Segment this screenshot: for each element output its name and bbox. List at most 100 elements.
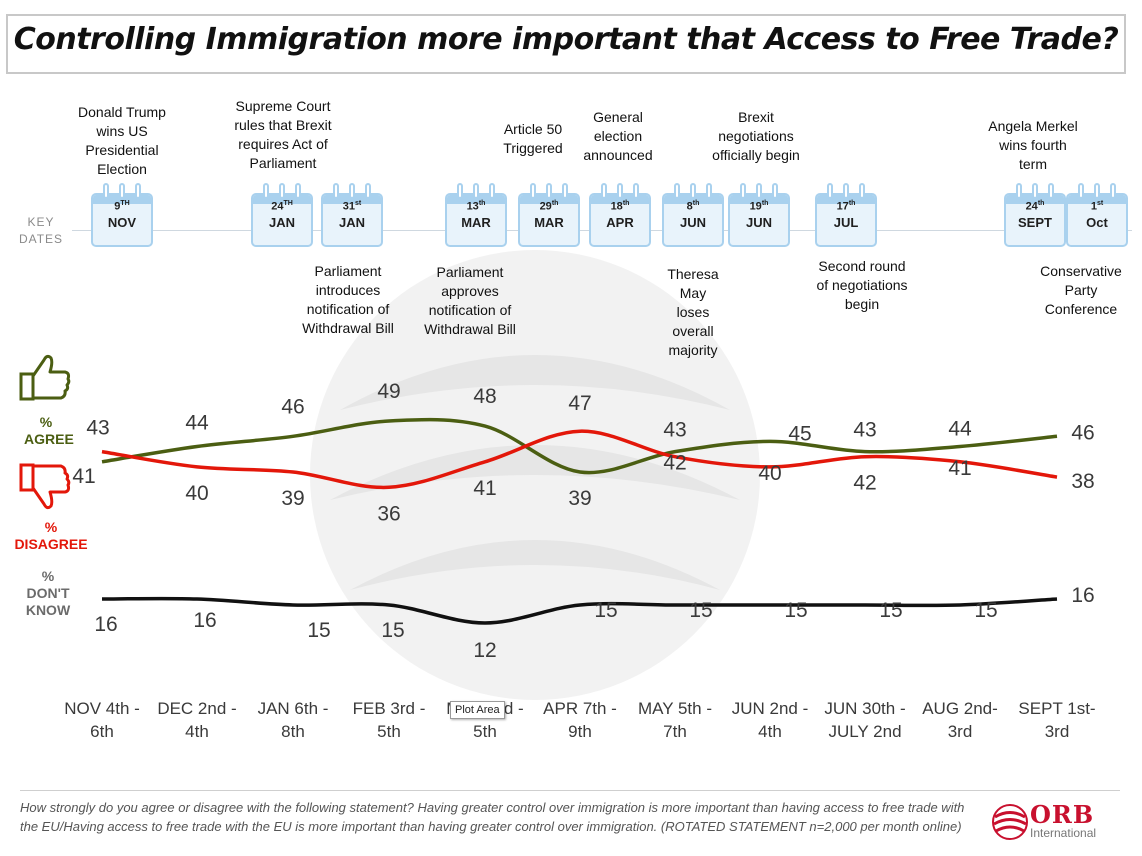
data-label: 39 (568, 487, 591, 510)
data-label: 46 (1071, 421, 1094, 444)
orb-logo-subtext: International (1030, 826, 1097, 840)
data-label: 43 (853, 419, 876, 442)
key-dates-label-2: DATES (18, 232, 64, 246)
calendar-day: 24th (1025, 200, 1045, 213)
data-label: 12 (473, 639, 496, 662)
x-tick-label: AUG 2nd- 3rd (922, 699, 998, 741)
series-line-agree[interactable] (101, 417, 1058, 475)
data-label: 45 (788, 422, 811, 445)
data-label: 38 (1071, 470, 1094, 493)
legend-disagree-pct: % (44, 519, 58, 535)
legend-agree-label: AGREE (24, 431, 74, 447)
calendar-icon: 8th JUN (662, 183, 724, 247)
event-caption: Theresa May loses overall majority (667, 266, 719, 358)
data-label: 41 (948, 457, 971, 480)
calendar-icon: 24TH JAN (251, 183, 313, 247)
data-label: 40 (185, 482, 208, 505)
calendar-day: 8th (686, 200, 700, 213)
key-dates-label: KEY DATES (16, 214, 66, 248)
calendar-body (815, 193, 877, 247)
x-tick-label: NOV 4th -6th (64, 699, 140, 741)
data-label: 15 (381, 619, 404, 642)
calendar-month: JUN (745, 215, 772, 230)
calendar-month: MAR (534, 215, 564, 230)
calendar-icon: 31st JAN (321, 183, 383, 247)
calendar-day: 13th (466, 200, 486, 213)
event-caption: Article 50 Triggered (503, 121, 563, 156)
orb-logo-text: ORB (1030, 800, 1095, 829)
legend-dont-know-pct: % (41, 568, 55, 584)
data-label: 44 (948, 418, 972, 441)
data-label: 40 (758, 462, 781, 485)
calendar-icon: 13th MAR (445, 183, 507, 247)
event-caption: Donald Trump wins US Presidential Election (78, 104, 166, 177)
calendar-month: Oct (1086, 215, 1108, 230)
calendar-body (251, 193, 313, 247)
data-label: 48 (473, 385, 496, 408)
calendar-day: 17th (836, 200, 856, 213)
event-caption: Supreme Court rules that Brexit requires A… (234, 98, 332, 171)
title-box: Controlling Immigration more important t… (6, 14, 1126, 74)
x-tick-label: APR 7th -9th (543, 699, 617, 741)
chart-title: Controlling Immigration more important t… (13, 22, 1119, 57)
x-tick-label: DEC 2nd -4th (157, 699, 237, 741)
data-label: 15 (974, 599, 997, 622)
data-label: 16 (193, 609, 216, 632)
event-caption: Second round of negotiations begin (816, 258, 908, 312)
calendar-body (1004, 193, 1066, 247)
calendar-month: JAN (338, 215, 365, 230)
orb-globe-icon (992, 804, 1028, 840)
legend-dont-know-label-1: DON'T (26, 585, 70, 601)
x-tick-label: JUN 2nd -4th (731, 699, 809, 741)
footer-divider (20, 790, 1120, 791)
plot-area-tooltip: Plot Area (450, 701, 505, 719)
x-tick-label: JUN 30th - JULY 2nd (824, 699, 906, 741)
data-label: 41 (473, 477, 496, 500)
calendar-body (662, 193, 724, 247)
thumbs-up-icon (19, 354, 71, 401)
calendar-icon: 24th SEPT (1004, 183, 1066, 247)
series-line-disagree[interactable] (101, 429, 1058, 490)
data-label: 46 (281, 395, 304, 418)
calendar-day: 31st (342, 200, 362, 213)
data-label: 47 (568, 392, 591, 415)
data-label: 36 (377, 502, 400, 525)
data-label: 16 (94, 613, 117, 636)
event-caption: Angela Merkel wins fourth term (988, 118, 1078, 172)
calendar-day: 18th (610, 200, 630, 213)
event-caption: Parliament approves notification of Withdra… (424, 264, 516, 337)
calendar-icon: 29th MAR (518, 183, 580, 247)
data-label: 15 (879, 599, 902, 622)
legend-dont-know: % DON'T KNOW (18, 568, 78, 619)
data-label: 41 (72, 465, 95, 488)
calendar-icon: 19th JUN (728, 183, 790, 247)
data-label: 15 (784, 599, 807, 622)
data-label: 15 (307, 619, 330, 642)
calendar-body (518, 193, 580, 247)
data-label: 44 (185, 412, 209, 435)
data-label: 42 (853, 472, 876, 495)
key-dates-label-1: KEY (27, 215, 55, 229)
data-label: 49 (377, 380, 400, 403)
calendar-icon: 9TH NOV (91, 183, 153, 247)
data-label: 16 (1071, 584, 1094, 607)
legend-agree-pct: % (39, 414, 53, 430)
data-label: 43 (86, 417, 109, 440)
legend-agree: % AGREE (24, 414, 74, 448)
series-line-don-t-know[interactable] (101, 596, 1058, 625)
event-caption: General election announced (583, 109, 653, 163)
legend-disagree-label: DISAGREE (14, 536, 88, 552)
x-tick-label: SEPT 1st- 3rd (1018, 699, 1096, 741)
footnote: How strongly do you agree or disagree wi… (20, 800, 965, 834)
data-label: 15 (594, 599, 617, 622)
calendar-month: NOV (107, 215, 137, 230)
calendar-month: JUN (679, 215, 706, 230)
calendar-month: MAR (461, 215, 491, 230)
event-caption: Parliament introduces notification of Withd… (302, 263, 394, 336)
calendar-icon: 17th JUL (815, 183, 877, 247)
legend-dont-know-label-2: KNOW (25, 602, 71, 618)
x-tick-label: JAN 6th -8th (257, 699, 329, 741)
calendar-month: SEPT (1018, 215, 1052, 230)
calendar-month: APR (606, 215, 634, 230)
